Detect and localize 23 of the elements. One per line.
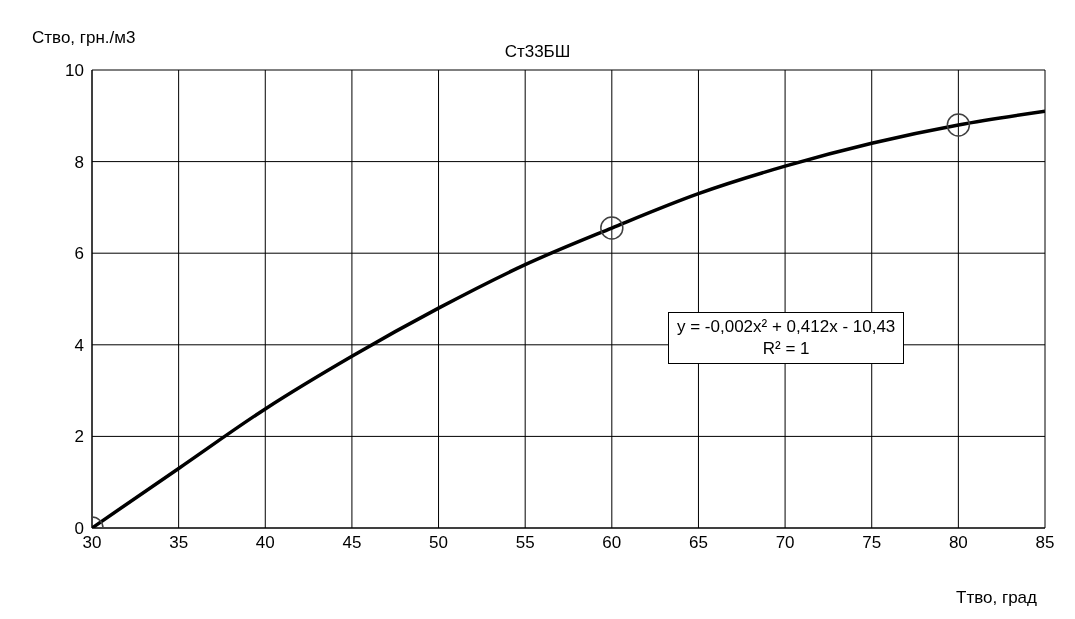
annotation: y = -0,002x² + 0,412x - 10,43: [677, 316, 896, 338]
x-tick-label: 55: [515, 533, 535, 553]
x-tick-label: 30: [82, 533, 102, 553]
annotation: R² = 1: [761, 338, 811, 360]
y-tick-label: 8: [74, 152, 84, 172]
x-tick-label: 50: [429, 533, 449, 553]
chart-title: Ст33БШ: [504, 42, 571, 61]
y-axis-title: Ство, грн./м3: [32, 28, 136, 48]
y-tick-label: 0: [74, 519, 84, 539]
x-tick-label: 60: [602, 533, 622, 553]
x-tick-label: 45: [342, 533, 362, 553]
y-tick-label: 4: [74, 335, 84, 355]
x-tick-label: 65: [688, 533, 708, 553]
x-axis-title: Ттво, град: [956, 588, 1037, 608]
y-tick-label: 10: [65, 61, 84, 81]
x-tick-label: 75: [862, 533, 882, 553]
x-tick-label: 85: [1035, 533, 1055, 553]
x-tick-label: 35: [169, 533, 189, 553]
x-tick-label: 80: [948, 533, 968, 553]
x-tick-label: 40: [255, 533, 275, 553]
x-tick-label: 70: [775, 533, 795, 553]
y-tick-label: 2: [74, 427, 84, 447]
y-tick-label: 6: [74, 244, 84, 264]
